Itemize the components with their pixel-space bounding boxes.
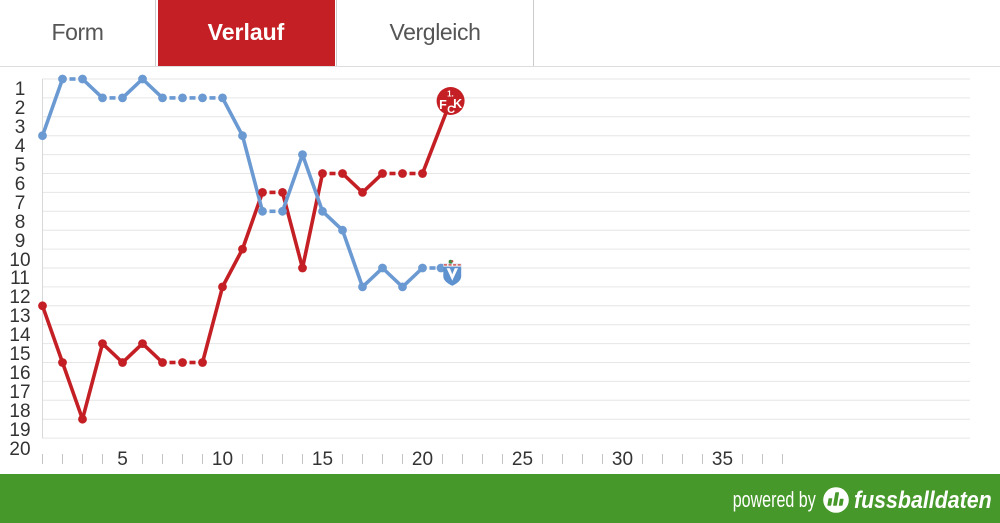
svg-text:1.: 1.	[447, 90, 454, 99]
svg-text:K: K	[453, 97, 462, 111]
svg-text:C: C	[447, 104, 455, 116]
svg-text:F: F	[439, 98, 447, 112]
